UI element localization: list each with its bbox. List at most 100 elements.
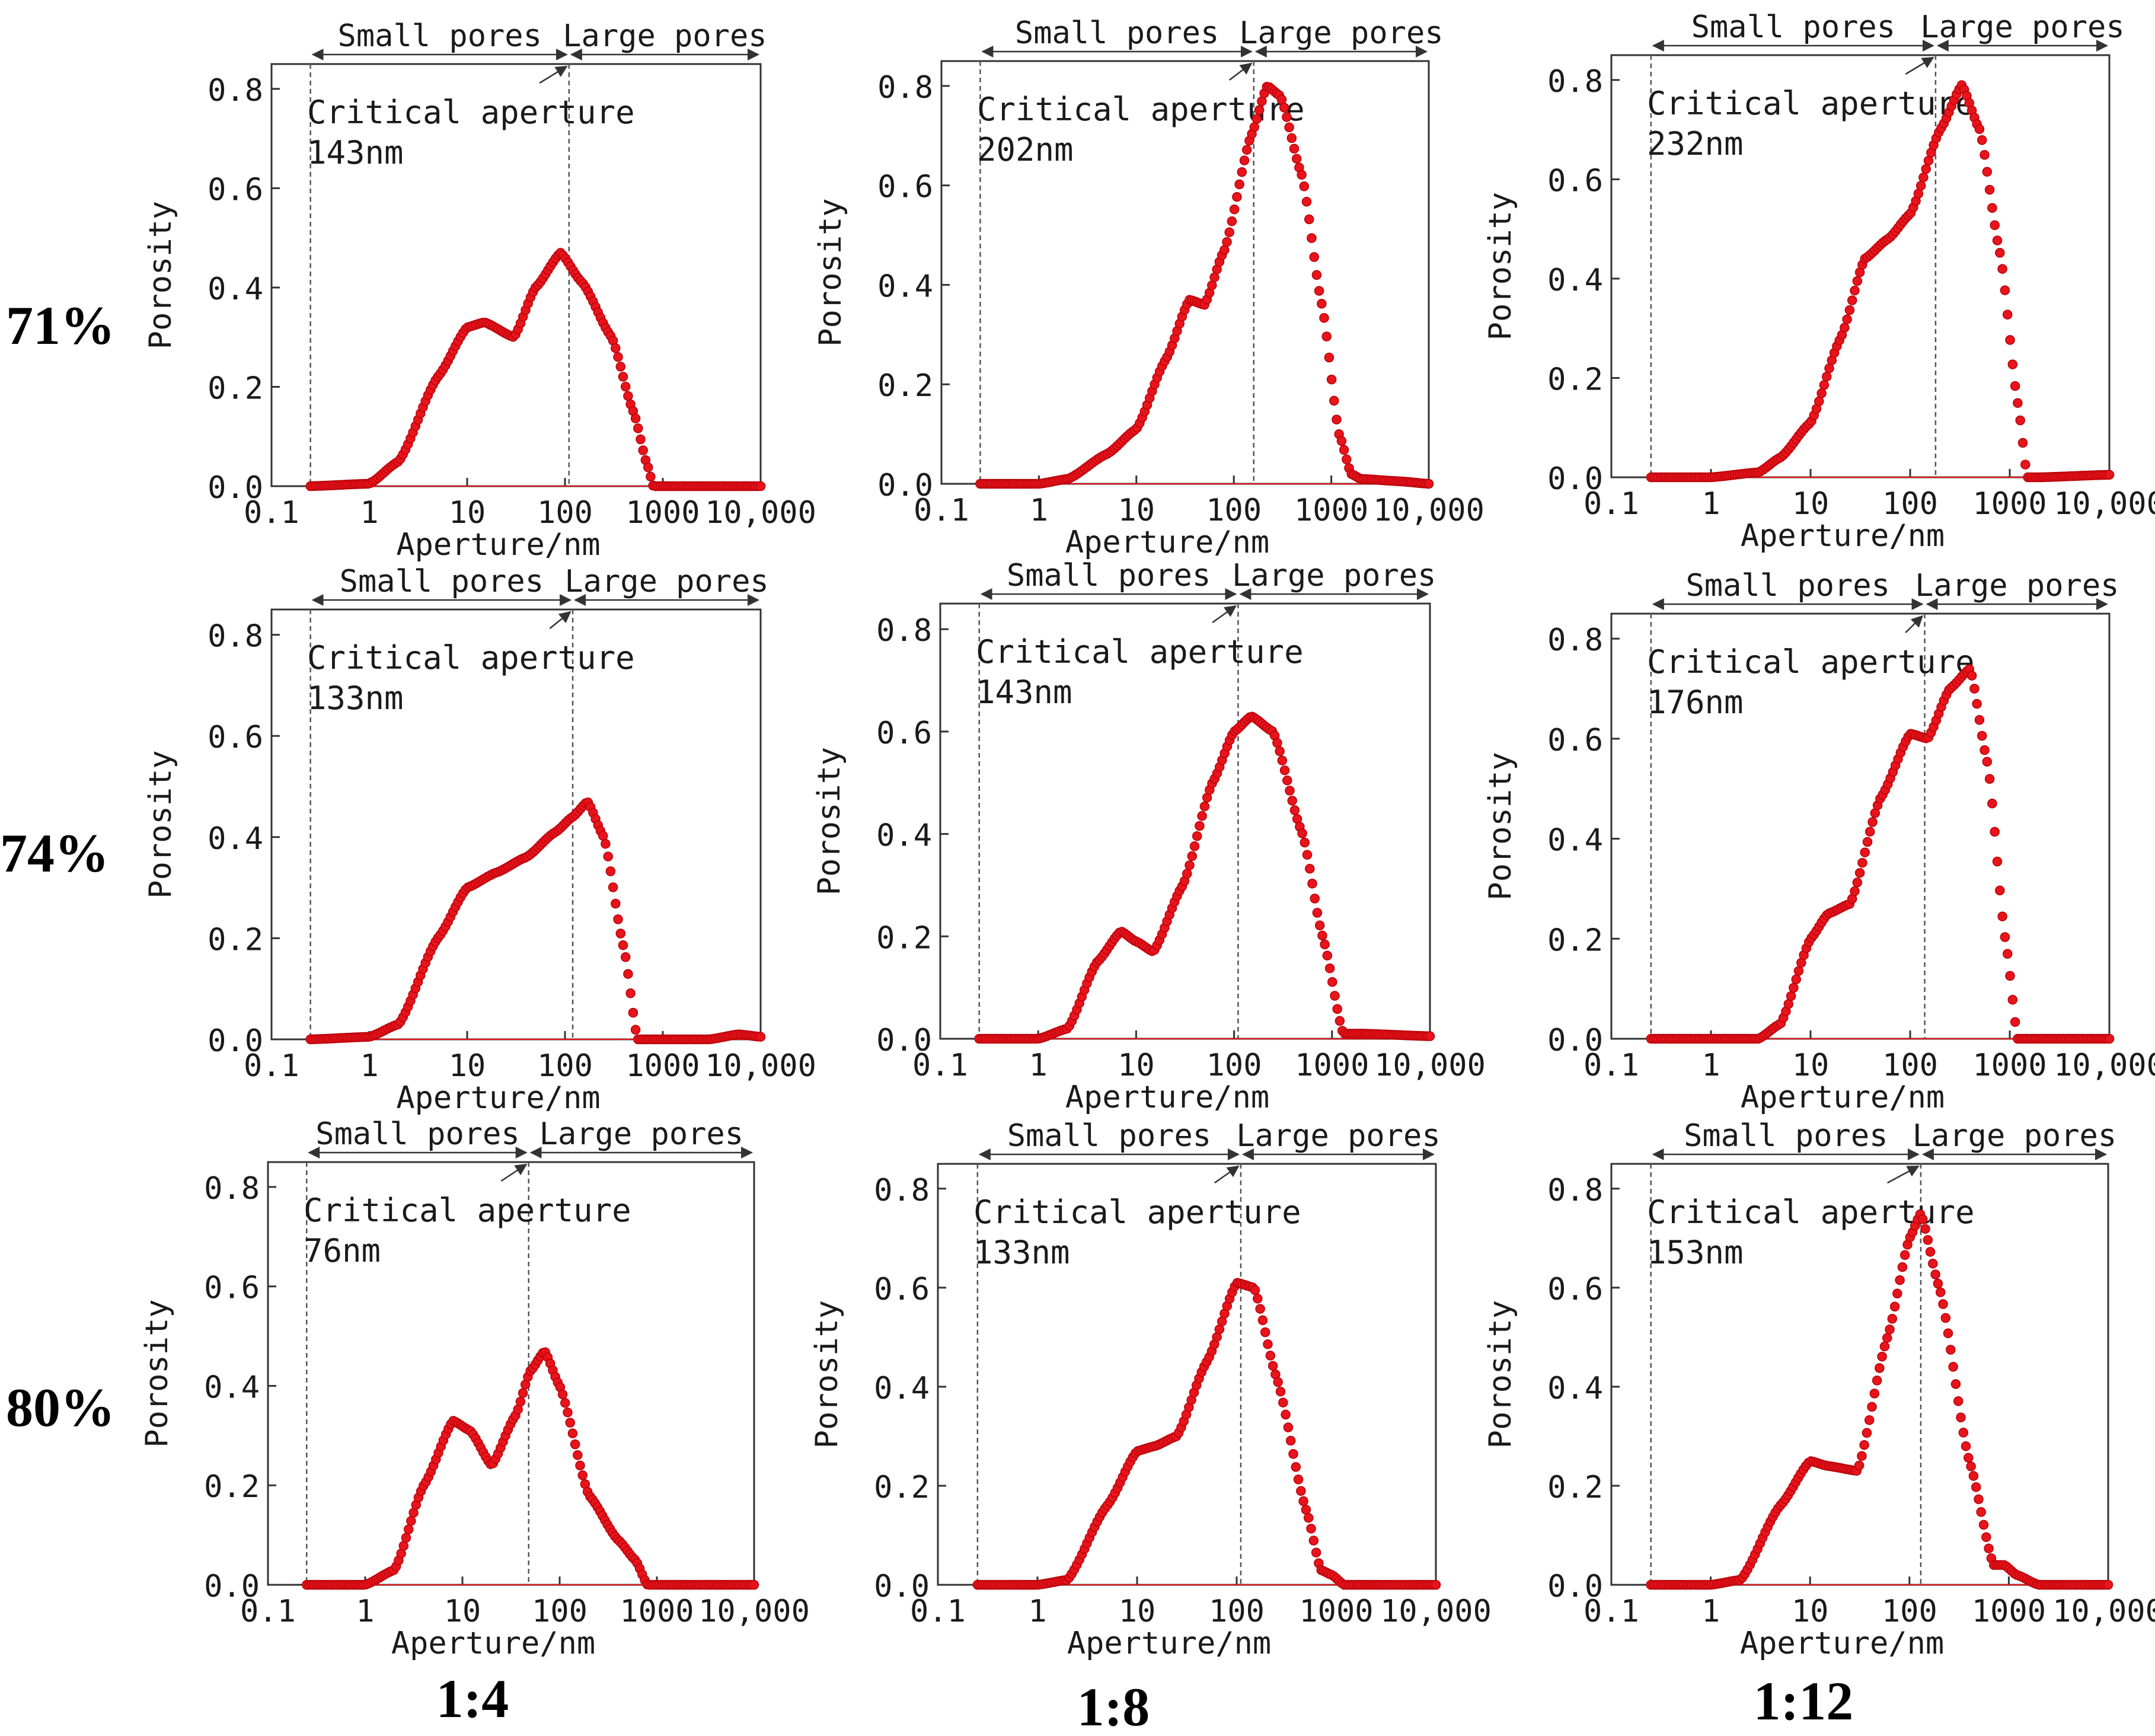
- data-point: [1332, 414, 1342, 425]
- data-point: [1950, 1379, 1961, 1389]
- y-axis-label: Porosity: [812, 747, 847, 895]
- critical-aperture-value: 143nm: [307, 134, 404, 171]
- x-axis-label: Aperture/nm: [396, 1080, 600, 1116]
- y-tick-label: 0.6: [877, 170, 933, 205]
- data-point: [1291, 1462, 1301, 1472]
- y-tick-label: 0.4: [877, 269, 933, 304]
- critical-aperture-label: Critical aperture: [307, 639, 635, 676]
- data-point: [2005, 335, 2015, 345]
- data-point: [1847, 295, 1857, 305]
- data-point: [401, 1533, 411, 1543]
- panel-2: 0.0 0.2 0.4 0.6 0.8 0.1 1 10 100 1000 10,000 Apertu…: [1483, 9, 2155, 554]
- data-point: [1875, 1363, 1885, 1373]
- panel-4: 0.0 0.2 0.4 0.6 0.8 0.1 1 10 100 1000 10,000 Apertu…: [812, 558, 1486, 1115]
- x-tick-label: 100: [1882, 1048, 1938, 1083]
- data-point: [1314, 920, 1325, 931]
- data-point: [1227, 216, 1237, 226]
- data-point: [1933, 1278, 1943, 1289]
- x-tick-label: 100: [1882, 1594, 1937, 1629]
- x-tick-label: 1000: [1294, 493, 1368, 528]
- data-point: [518, 1388, 528, 1398]
- x-tick-label: 10,000: [1374, 1048, 1486, 1083]
- data-point: [1928, 1258, 1938, 1269]
- data-point: [1958, 1428, 1969, 1438]
- data-point: [1324, 963, 1335, 974]
- y-tick-label: 0.8: [877, 70, 933, 106]
- data-point: [1867, 1402, 1877, 1412]
- y-axis-label: Porosity: [143, 750, 178, 898]
- small-pores-label: Small pores: [1007, 558, 1211, 593]
- x-tick-label: 10,000: [2052, 1594, 2155, 1629]
- x-tick-label: 10: [449, 1048, 486, 1084]
- data-point: [1232, 192, 1242, 202]
- y-tick-label: 0.4: [874, 1371, 930, 1406]
- x-tick-label: 0.1: [244, 1048, 299, 1084]
- data-point: [1984, 184, 1995, 195]
- critical-aperture-value: 153nm: [1647, 1234, 1744, 1271]
- x-tick-label: 1000: [1299, 1594, 1373, 1629]
- x-tick-label: 100: [1209, 1594, 1265, 1629]
- x-tick-label: 1: [1028, 1594, 1046, 1629]
- x-axis-label: Aperture/nm: [1067, 1626, 1271, 1661]
- x-tick-label: 100: [1882, 486, 1938, 522]
- data-point: [1977, 135, 1987, 145]
- y-tick-label: 0.4: [207, 821, 263, 857]
- small-pores-label: Small pores: [1684, 1118, 1888, 1154]
- data-point: [1310, 893, 1320, 904]
- data-point: [1298, 1496, 1308, 1507]
- y-axis-label: Porosity: [809, 1300, 845, 1448]
- y-axis-label: Porosity: [813, 198, 848, 346]
- data-point: [1311, 1547, 1321, 1558]
- critical-aperture-pointer: [549, 611, 572, 629]
- y-tick-label: 0.0: [204, 1569, 260, 1604]
- data-point: [1872, 1376, 1882, 1386]
- col-label-1-12: 1:12: [1754, 1671, 1854, 1731]
- x-tick-label: 10,000: [698, 1594, 810, 1629]
- data-point: [575, 1460, 585, 1471]
- data-point: [1314, 286, 1324, 296]
- data-point: [1272, 738, 1282, 748]
- y-tick-label: 0.4: [1547, 1371, 1603, 1406]
- data-point: [1187, 851, 1198, 861]
- data-point: [1317, 930, 1327, 941]
- data-point: [1948, 1362, 1958, 1372]
- y-tick-label: 0.6: [207, 172, 263, 208]
- data-point: [1286, 133, 1297, 143]
- x-tick-label: 1000: [1972, 486, 2047, 522]
- small-pores-label: Small pores: [1015, 15, 1219, 51]
- col-label-1-4: 1:4: [436, 1668, 509, 1729]
- data-point: [1935, 1287, 1946, 1297]
- data-point: [1311, 270, 1322, 280]
- data-point: [1302, 850, 1313, 860]
- panel-0: 0.0 0.2 0.4 0.6 0.8 0.1 1 10 100 1000 10,000 Apertu…: [143, 18, 816, 563]
- data-point: [1252, 114, 1262, 124]
- data-point: [1317, 299, 1327, 309]
- data-point: [403, 1524, 414, 1534]
- data-point: [1885, 1325, 1895, 1335]
- critical-aperture-pointer: [539, 65, 568, 84]
- data-point: [1278, 1397, 1288, 1408]
- large-pores-label: Large pores: [1236, 1118, 1440, 1154]
- data-point: [1854, 1460, 1865, 1470]
- data-point: [1293, 1475, 1304, 1485]
- data-point: [601, 838, 611, 849]
- data-point: [2104, 470, 2115, 480]
- data-point: [1281, 1409, 1291, 1420]
- x-tick-label: 0.1: [912, 1048, 968, 1083]
- x-tick-label: 10: [444, 1594, 481, 1629]
- data-point: [1980, 745, 1990, 755]
- data-point: [625, 988, 636, 998]
- x-tick-label: 1000: [1295, 1048, 1369, 1083]
- data-point: [603, 851, 613, 861]
- data-point: [515, 1396, 526, 1407]
- data-point: [1857, 857, 1867, 868]
- data-point: [1268, 1361, 1278, 1371]
- x-tick-label: 0.1: [914, 493, 969, 528]
- data-point: [1234, 179, 1244, 190]
- data-point: [1867, 817, 1878, 827]
- y-tick-label: 0.0: [876, 1023, 932, 1058]
- data-point: [636, 434, 646, 445]
- data-point: [1862, 1428, 1872, 1438]
- data-point: [1301, 1505, 1311, 1515]
- x-tick-label: 10,000: [705, 1048, 816, 1084]
